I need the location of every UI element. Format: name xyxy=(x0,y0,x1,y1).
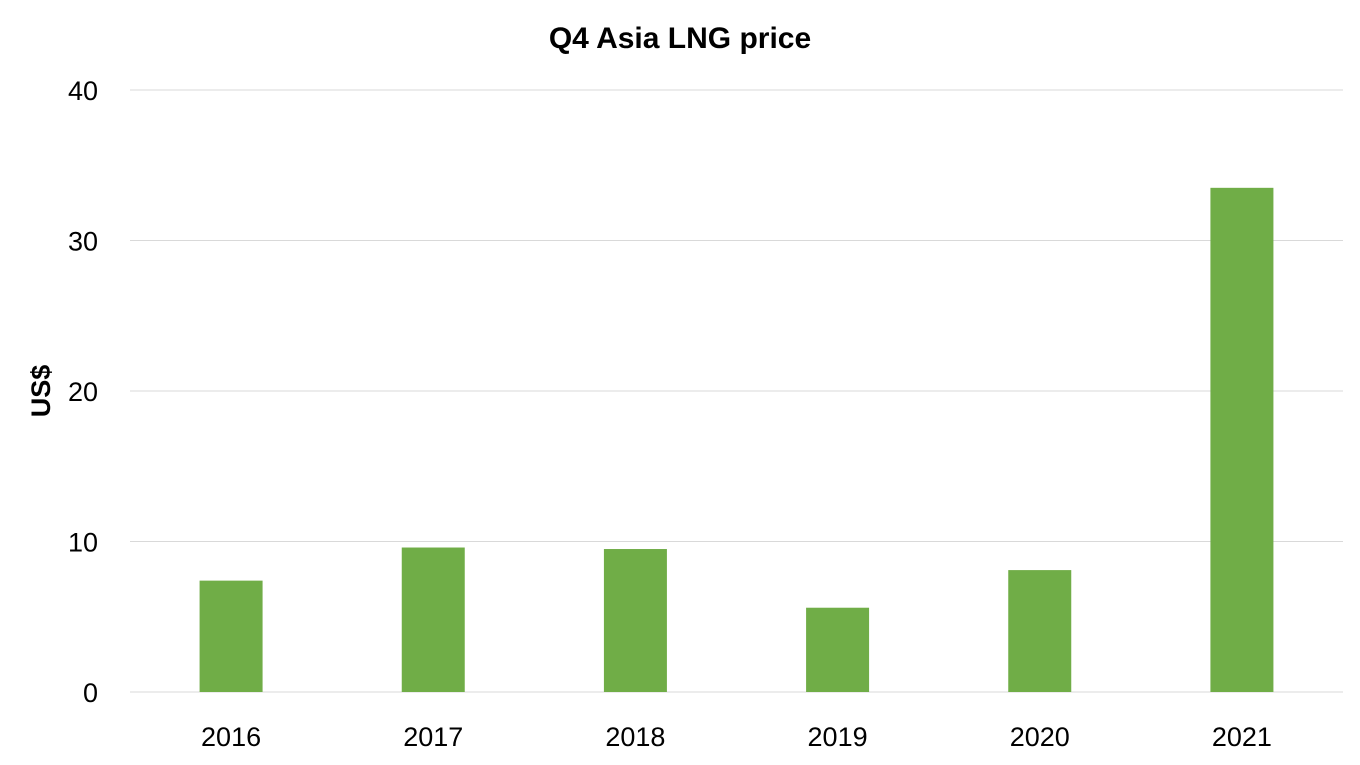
bar-2019 xyxy=(806,607,870,692)
gridlines xyxy=(130,89,1343,693)
bar-2020 xyxy=(1008,570,1072,692)
y-tick-label: 20 xyxy=(68,377,98,407)
y-axis-label: US$ xyxy=(26,365,56,418)
bar-2016 xyxy=(199,580,263,692)
x-tick-label: 2018 xyxy=(605,722,665,752)
x-tick-label: 2016 xyxy=(201,722,261,752)
x-tick-label: 2020 xyxy=(1010,722,1070,752)
bars xyxy=(199,187,1274,692)
x-tick-label: 2019 xyxy=(808,722,868,752)
x-tick-labels: 2016 2017 2018 2019 2020 2021 xyxy=(201,722,1272,752)
y-tick-label: 0 xyxy=(83,678,98,708)
bar-2021 xyxy=(1210,187,1274,692)
y-tick-label: 10 xyxy=(68,528,98,558)
x-tick-label: 2021 xyxy=(1212,722,1272,752)
chart-title: Q4 Asia LNG price xyxy=(549,22,811,55)
y-tick-label: 30 xyxy=(68,227,98,257)
y-tick-label: 40 xyxy=(68,76,98,106)
y-tick-labels: 0 10 20 30 40 xyxy=(68,76,98,708)
bar-2018 xyxy=(603,549,667,692)
bar-2017 xyxy=(401,547,465,692)
x-tick-label: 2017 xyxy=(403,722,463,752)
